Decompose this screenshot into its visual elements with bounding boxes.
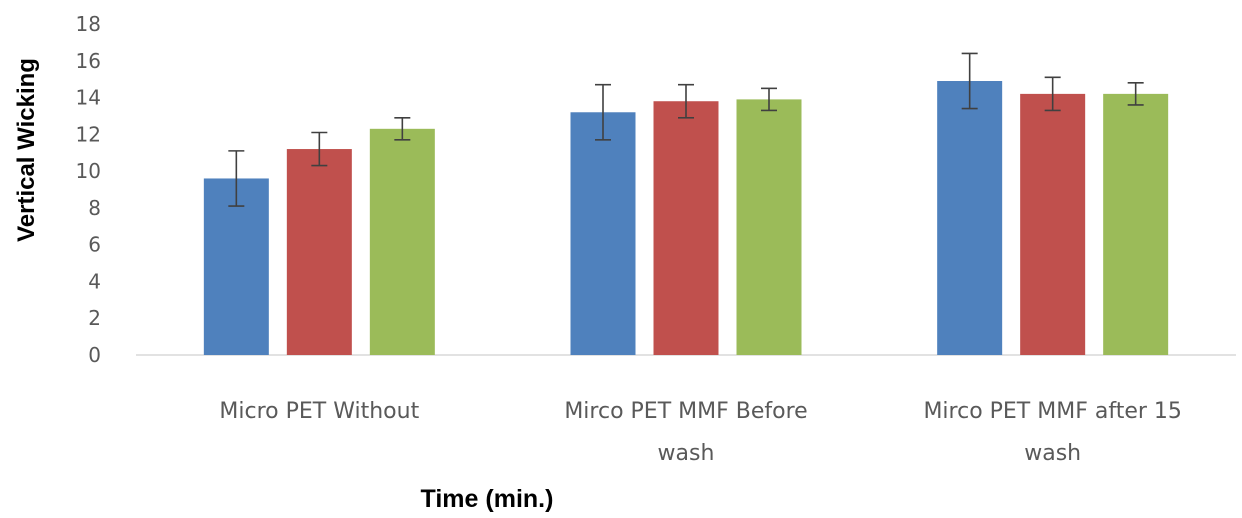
bars [203,81,1169,356]
category-labels: Micro PET Without Mirco PET MMF Before was… [219,399,1181,466]
y-tick-label: 0 [88,343,101,367]
y-tick-label: 2 [88,306,101,330]
error-bar [1127,82,1144,106]
error-bar [595,83,611,141]
y-axis-title: Vertical Wicking [13,58,40,242]
bar [1020,93,1086,355]
y-tick-label: 6 [88,233,101,257]
error-bars [228,52,1144,207]
bar [203,178,269,355]
error-bar [961,52,978,110]
error-bar [311,131,328,167]
bar [653,101,719,355]
y-tick-label: 10 [76,159,101,183]
error-bar [761,87,777,112]
bar [286,149,352,355]
y-tick-label: 12 [76,122,101,146]
bar [736,99,802,356]
y-tick-label: 8 [88,196,101,220]
bar [369,128,435,355]
y-tick-label: 18 [76,12,101,36]
y-tick-label: 14 [76,86,101,110]
y-axis-ticks: 0 2 4 6 8 10 12 14 16 18 [76,12,101,367]
bar [1103,93,1169,355]
y-tick-label: 16 [76,49,101,73]
error-bar [1044,76,1061,112]
category-label: Mirco PET MMF after 15 wash [923,399,1181,466]
bar [570,112,636,356]
bar [937,81,1003,355]
category-label: Micro PET Without [219,399,419,424]
error-bar [394,116,411,141]
error-bar [228,150,245,207]
category-label: Mirco PET MMF Before wash [564,399,807,466]
error-bar [678,83,694,119]
x-axis-title: Time (min.) [421,485,554,513]
y-tick-label: 4 [88,269,101,293]
